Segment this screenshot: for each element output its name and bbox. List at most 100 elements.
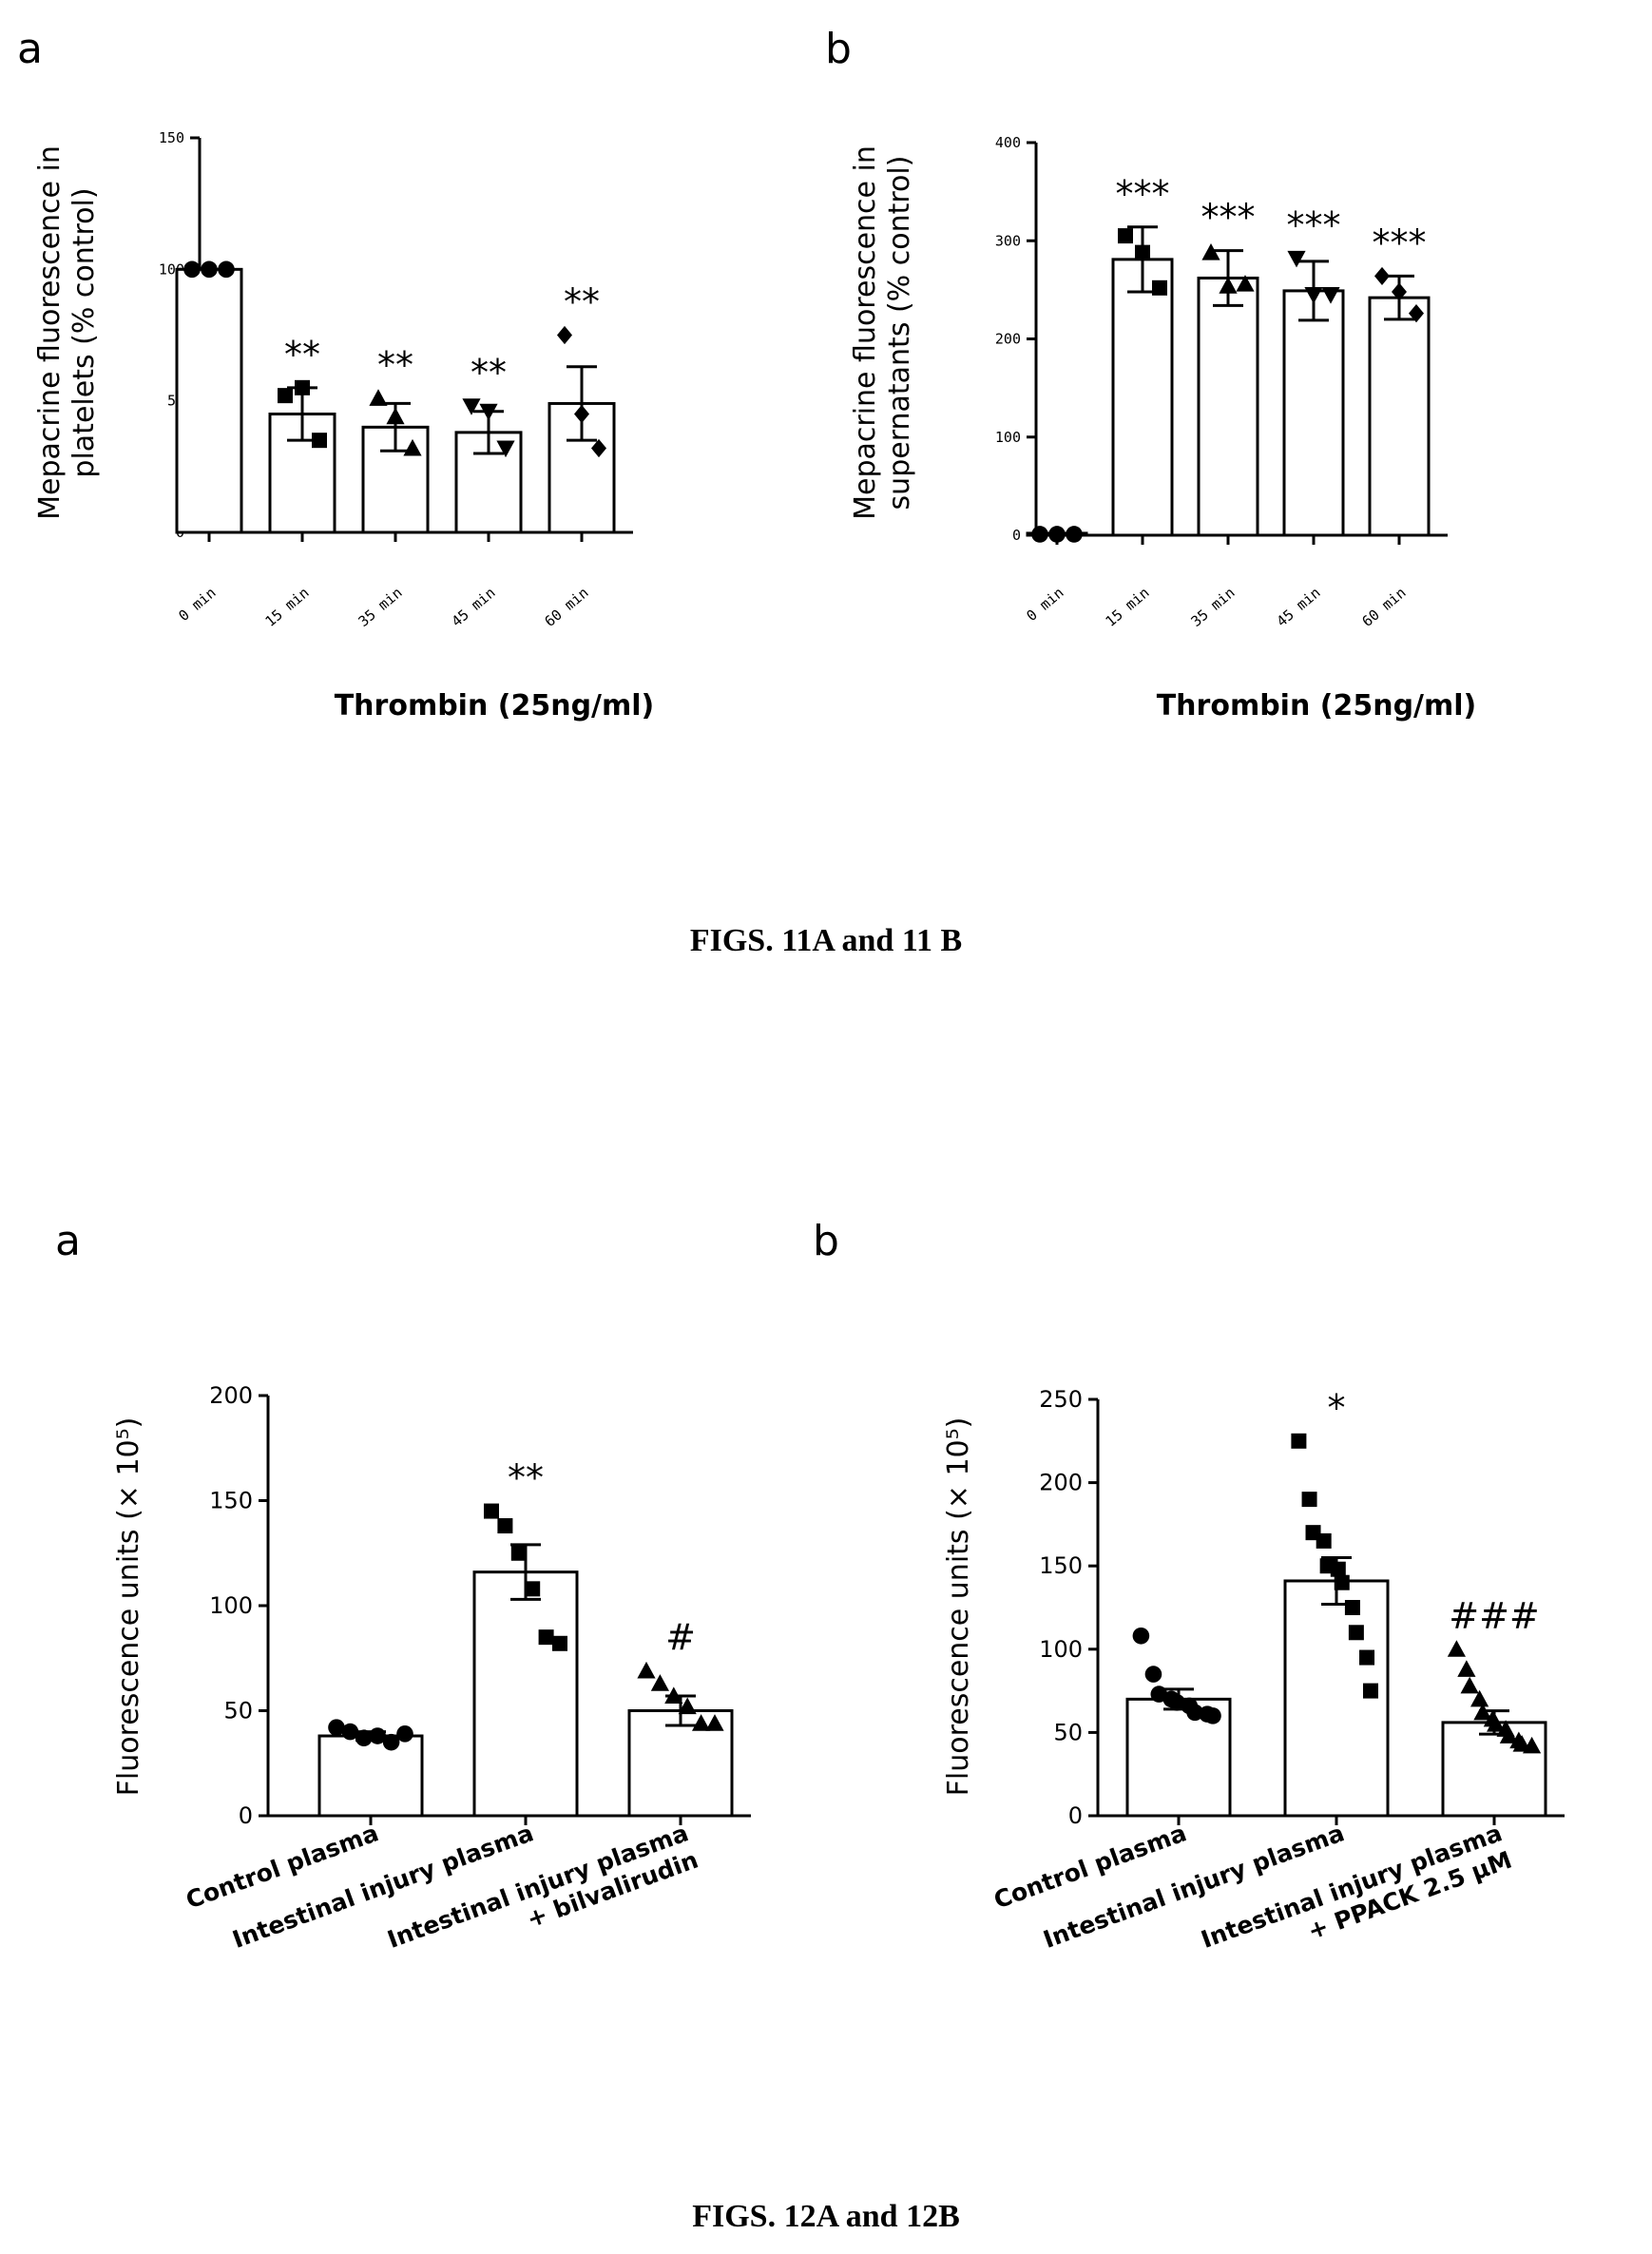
data-point — [355, 1729, 373, 1747]
data-point — [510, 1545, 527, 1561]
data-point — [1048, 526, 1066, 543]
y-tick-label: 200 — [209, 1382, 253, 1409]
panel-label-11a: a — [17, 25, 43, 73]
significance-label: ** — [377, 344, 413, 386]
y-axis-label-line: Mepacrine fluorescence in — [33, 145, 67, 520]
data-point — [1186, 1704, 1203, 1722]
data-point — [1066, 526, 1083, 543]
panel-label-12b: b — [813, 1217, 839, 1265]
y-axis-label: Fluorescence units (× 10⁵) — [942, 1417, 975, 1797]
data-point — [1344, 1600, 1360, 1615]
data-point — [396, 1725, 413, 1743]
significance-label: *** — [1287, 204, 1341, 246]
data-point — [1144, 1666, 1162, 1683]
chart-11b: 0 100 200 300 400 Mepacrine fluorescence insu… — [849, 134, 1476, 722]
panel-label-12a: a — [55, 1217, 81, 1265]
data-point — [1363, 1683, 1378, 1699]
data-point — [295, 379, 310, 395]
x-tick-label: 45 min — [1273, 584, 1323, 630]
data-point — [1204, 1707, 1221, 1724]
data-point — [1374, 266, 1390, 286]
x-tick-label-line: Intestinal injury plasma — [1040, 1819, 1348, 1954]
significance-label: *** — [1116, 173, 1170, 215]
x-tick-label: 35 min — [1187, 584, 1238, 630]
data-point — [278, 388, 293, 404]
data-point — [1460, 1676, 1479, 1694]
y-axis-label-line: Fluorescence units (× 10⁵) — [942, 1417, 975, 1797]
x-tick-label: 45 min — [448, 584, 498, 630]
data-point — [1334, 1574, 1350, 1590]
data-point — [1330, 1561, 1346, 1577]
y-tick-label: 150 — [1039, 1552, 1083, 1579]
data-point — [538, 1629, 554, 1646]
data-point — [1135, 244, 1150, 260]
chart-12b: 0 50 100 150 200 250 Fluorescence units (× 10⁵… — [942, 1386, 1565, 1980]
bar — [1111, 258, 1174, 537]
significance-label: *** — [1201, 197, 1256, 239]
data-point — [1348, 1625, 1364, 1641]
data-point — [552, 1635, 567, 1651]
data-point — [1236, 275, 1255, 292]
bar — [1368, 296, 1431, 537]
x-tick-label: 60 min — [541, 584, 591, 630]
chart-11a: 050100150Mepacrine fluorescence inplatel… — [33, 129, 654, 722]
data-point — [650, 1674, 669, 1691]
data-point — [1473, 1703, 1492, 1721]
y-tick-label: 400 — [995, 134, 1021, 151]
data-point — [183, 260, 201, 279]
x-tick-label: Intestinal injury plasma — [229, 1819, 537, 1954]
x-tick-label: Intestinal injury plasma+ PPACK 2.5 μM — [1198, 1819, 1516, 1980]
data-point — [312, 433, 327, 449]
data-point — [1152, 279, 1167, 296]
y-tick-label: 150 — [209, 1488, 253, 1514]
x-tick-label: 60 min — [1358, 584, 1409, 630]
data-point — [637, 1661, 656, 1679]
data-point — [1321, 287, 1340, 304]
x-tick-label: 15 min — [1102, 584, 1152, 630]
data-point — [386, 407, 405, 425]
data-point — [497, 1518, 513, 1534]
y-tick-label: 0 — [239, 1802, 253, 1829]
y-axis-label: Mepacrine fluorescence inplatelets (% co… — [33, 145, 101, 520]
y-tick-label: 100 — [1039, 1636, 1083, 1663]
data-point — [692, 1714, 711, 1731]
y-tick-label: 50 — [1053, 1719, 1083, 1745]
data-point — [1291, 1433, 1307, 1449]
x-tick-label: 0 min — [1023, 584, 1066, 625]
data-point — [678, 1697, 697, 1715]
y-tick-label: 250 — [1039, 1386, 1083, 1413]
data-point — [1499, 1726, 1518, 1743]
figure-caption-11: FIGS. 11A and 11 B — [690, 923, 962, 958]
data-point — [574, 404, 589, 424]
data-point — [557, 325, 572, 345]
y-tick-label: 150 — [159, 129, 184, 146]
data-point — [341, 1723, 359, 1741]
bar — [1441, 1721, 1547, 1818]
data-point — [403, 438, 422, 456]
x-tick-label: 15 min — [261, 584, 312, 630]
y-axis-label-line: Mepacrine fluorescence in — [849, 145, 882, 520]
y-tick-label: 300 — [995, 232, 1021, 249]
y-tick-label: 200 — [1039, 1470, 1083, 1496]
data-point — [218, 260, 235, 279]
y-axis-label: Mepacrine fluorescence insupernatants (%… — [849, 145, 916, 520]
data-point — [1118, 228, 1133, 244]
data-point — [1523, 1736, 1542, 1754]
y-tick-label: 50 — [223, 1698, 253, 1724]
data-point — [664, 1686, 683, 1705]
y-tick-label: 100 — [995, 429, 1021, 446]
significance-label: ** — [564, 281, 600, 323]
y-axis-label-line: platelets (% control) — [67, 187, 101, 477]
significance-label: * — [1328, 1387, 1346, 1429]
significance-label: ** — [284, 334, 320, 376]
x-tick-label-line: Intestinal injury plasma — [229, 1819, 537, 1954]
y-tick-label: 200 — [995, 331, 1021, 348]
x-tick-label: Intestinal injury plasma+ bilvalirudin — [384, 1819, 702, 1980]
data-point — [484, 1503, 499, 1519]
data-point — [1304, 287, 1323, 304]
panel-label-11b: b — [825, 25, 852, 73]
data-point — [496, 440, 515, 458]
y-axis-label-line: supernatants (% control) — [883, 156, 916, 511]
